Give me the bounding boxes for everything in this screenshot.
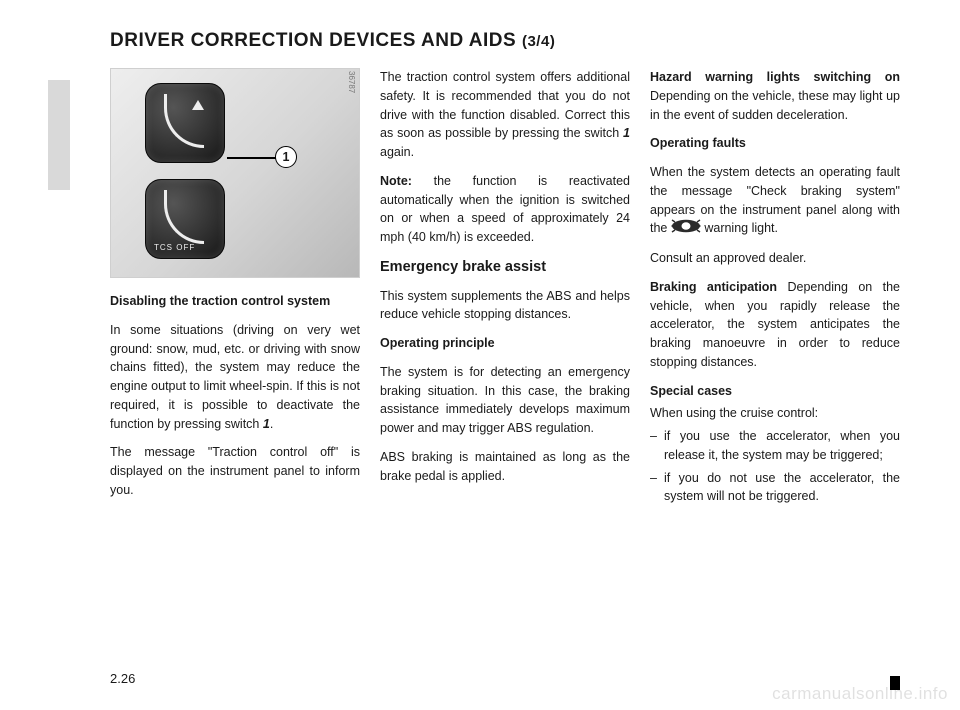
button-graphic-top bbox=[145, 83, 225, 163]
page-title: DRIVER CORRECTION DEVICES AND AIDS (3/4) bbox=[110, 30, 900, 52]
page-number: 2.26 bbox=[110, 671, 135, 686]
title-main: DRIVER CORRECTION DEVICES AND AIDS bbox=[110, 30, 522, 51]
special-item-2: if you do not use the accelerator, the s… bbox=[650, 469, 900, 507]
warning-light-icon bbox=[671, 219, 701, 239]
intro-para: The traction control system offers addit… bbox=[380, 68, 630, 162]
fault-heading-wrap: Operating faults bbox=[650, 134, 900, 153]
columns: 36787 TCS OFF 1 Disabling the traction c… bbox=[110, 68, 900, 510]
watermark: carmanualsonline.info bbox=[772, 684, 948, 704]
disable-para-1: In some situations (driving on very wet … bbox=[110, 321, 360, 434]
intro-end: again. bbox=[380, 145, 414, 159]
manual-page: DRIVER CORRECTION DEVICES AND AIDS (3/4)… bbox=[0, 0, 960, 710]
curve-icon bbox=[164, 190, 204, 244]
page-indicator: (3/4) bbox=[522, 33, 555, 50]
column-2: The traction control system offers addit… bbox=[380, 68, 630, 510]
disable-p1-text: In some situations (driving on very wet … bbox=[110, 323, 360, 431]
disable-para-2: The message "Traction control off" is di… bbox=[110, 443, 360, 499]
brake-heading: Braking anticipation bbox=[650, 280, 777, 294]
side-tab bbox=[48, 80, 70, 190]
note-text: the function is reactivated automaticall… bbox=[380, 174, 630, 244]
hazard-heading: Hazard warning lights switching on bbox=[650, 70, 900, 84]
figure-box: 36787 TCS OFF 1 bbox=[110, 68, 360, 278]
special-heading: Special cases bbox=[650, 384, 732, 398]
warning-triangle-icon bbox=[192, 100, 204, 110]
operating-p2: ABS braking is maintained as long as the… bbox=[380, 448, 630, 486]
button-graphic-bottom: TCS OFF bbox=[145, 179, 225, 259]
intro-ref: 1 bbox=[623, 126, 630, 140]
callout-number: 1 bbox=[283, 148, 290, 167]
operating-heading: Operating principle bbox=[380, 334, 630, 353]
special-heading-wrap: Special cases bbox=[650, 382, 900, 401]
column-1: 36787 TCS OFF 1 Disabling the traction c… bbox=[110, 68, 360, 510]
hazard-para: Hazard warning lights switching on Depen… bbox=[650, 68, 900, 124]
fault-p1: When the system detects an operating fau… bbox=[650, 163, 900, 239]
fault-p1b: warning light. bbox=[704, 221, 778, 235]
special-item-1: if you use the accelerator, when you rel… bbox=[650, 427, 900, 465]
column-3: Hazard warning lights switching on Depen… bbox=[650, 68, 900, 510]
hazard-text: Depending on the vehicle, these may ligh… bbox=[650, 89, 900, 122]
tcs-off-label: TCS OFF bbox=[154, 244, 195, 252]
note-label: Note: bbox=[380, 174, 412, 188]
eba-p1: This system supplements the ABS and help… bbox=[380, 287, 630, 325]
disable-p1-end: . bbox=[270, 417, 273, 431]
intro-p1-text: The traction control system offers addit… bbox=[380, 70, 630, 140]
special-list: if you use the accelerator, when you rel… bbox=[650, 427, 900, 506]
special-intro: When using the cruise control: bbox=[650, 404, 900, 423]
fault-heading: Operating faults bbox=[650, 136, 746, 150]
brake-para: Braking anticipation Depending on the ve… bbox=[650, 278, 900, 372]
note-para: Note: the function is reactivated automa… bbox=[380, 172, 630, 247]
eba-title: Emergency brake assist bbox=[380, 257, 630, 279]
callout-leader-line bbox=[227, 157, 279, 159]
fault-p2: Consult an approved dealer. bbox=[650, 249, 900, 268]
switch-ref: 1 bbox=[263, 417, 270, 431]
disable-heading-text: Disabling the traction control system bbox=[110, 294, 330, 308]
callout-circle: 1 bbox=[275, 146, 297, 168]
disable-heading: Disabling the traction control system bbox=[110, 292, 360, 311]
image-id-label: 36787 bbox=[345, 71, 357, 93]
op-heading-text: Operating principle bbox=[380, 336, 495, 350]
operating-p1: The system is for detecting an emergency… bbox=[380, 363, 630, 438]
